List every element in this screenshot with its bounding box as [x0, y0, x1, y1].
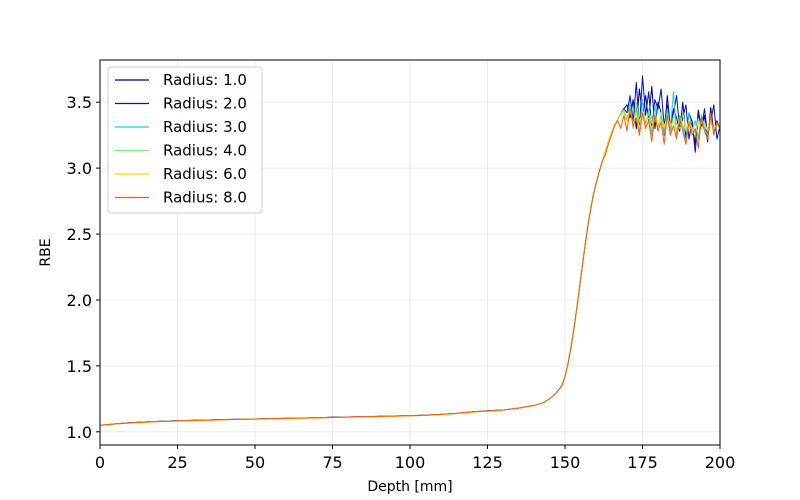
y-tick-label: 3.0: [67, 159, 92, 178]
x-axis-ticks: 0 25 50 75 100 125 150 175 200: [95, 445, 735, 472]
legend-label: Radius: 6.0: [163, 165, 247, 183]
x-tick-label: 100: [395, 453, 426, 472]
x-tick-label: 50: [245, 453, 265, 472]
y-tick-label: 2.5: [67, 225, 92, 244]
y-tick-label: 1.0: [67, 423, 92, 442]
x-tick-label: 0: [95, 453, 105, 472]
legend: Radius: 1.0 Radius: 2.0 Radius: 3.0 Radius:…: [107, 66, 263, 214]
y-tick-label: 1.5: [67, 357, 92, 376]
x-tick-label: 150: [550, 453, 581, 472]
legend-label: Radius: 3.0: [163, 118, 247, 136]
series-line-6: [99, 108, 721, 426]
legend-label: Radius: 2.0: [163, 95, 247, 113]
x-tick-label: 175: [627, 453, 658, 472]
y-axis-label: RBE: [38, 238, 54, 266]
x-tick-label: 200: [705, 453, 736, 472]
legend-label: Radius: 1.0: [163, 71, 247, 89]
legend-label: Radius: 4.0: [163, 142, 247, 160]
series-lines: [99, 75, 721, 426]
y-tick-label: 2.0: [67, 291, 92, 310]
y-tick-label: 3.5: [67, 93, 92, 112]
x-axis-label: Depth [mm]: [367, 479, 452, 495]
x-tick-label: 25: [167, 453, 187, 472]
x-tick-label: 75: [322, 453, 342, 472]
legend-label: Radius: 8.0: [163, 189, 247, 207]
x-tick-label: 125: [472, 453, 503, 472]
y-axis-ticks: 1.0 1.5 2.0 2.5 3.0 3.5: [67, 93, 100, 442]
